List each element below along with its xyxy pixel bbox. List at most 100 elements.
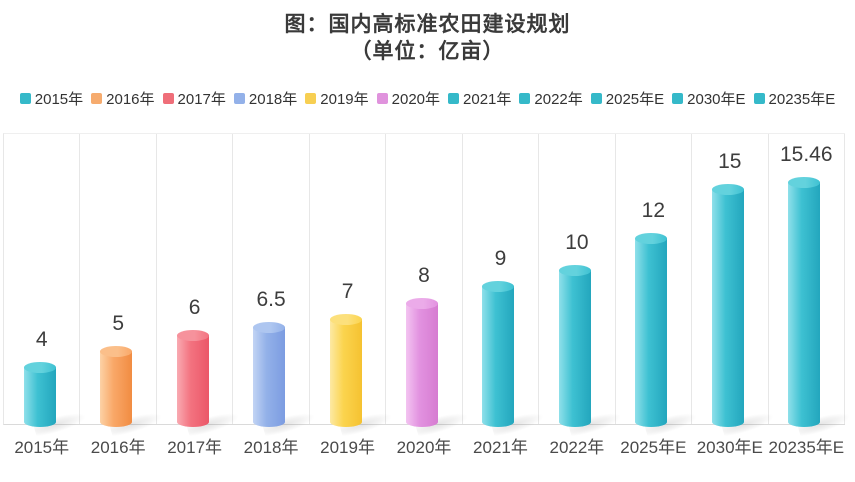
- x-axis-label-2015年: 2015年: [14, 438, 70, 457]
- legend-swatch-icon: [753, 93, 765, 104]
- value-label-20235年E: 15.46: [779, 143, 833, 166]
- value-label-2020年: 8: [418, 264, 430, 287]
- value-label-2016年: 5: [112, 312, 125, 335]
- category-band-2016年: 5 2016年: [80, 134, 164, 457]
- legend-item-20235年E: 20235年E: [753, 88, 836, 109]
- legend-swatch-icon: [590, 93, 602, 104]
- x-axis-label-2022年: 2022年: [549, 438, 605, 457]
- category-band-2015年: 4 2015年: [4, 134, 87, 457]
- category-band-2018年: 6.5 2018年: [233, 134, 317, 457]
- bar-cylinder-2021年: [482, 281, 515, 427]
- value-label-2021年: 9: [494, 247, 507, 270]
- x-axis-label-2016年: 2016年: [90, 438, 146, 457]
- legend-item-2030年E: 2030年E: [672, 88, 746, 109]
- legend-swatch-icon: [519, 93, 531, 104]
- category-band-20235年E: 15.46 20235年E: [769, 134, 852, 457]
- legend-item-2018年: 2018年: [233, 88, 298, 109]
- legend-label: 2020年: [391, 91, 441, 108]
- bar-cylinder-2015年: [23, 362, 56, 427]
- category-band-2021年: 9 2021年: [463, 134, 546, 457]
- value-label-2019年: 7: [341, 280, 354, 303]
- legend-label: 20235年E: [768, 91, 836, 108]
- bar-body: [635, 238, 668, 427]
- value-label-2017年: 6: [188, 296, 201, 319]
- x-axis-label-2020年: 2020年: [396, 438, 452, 457]
- legend-item-2016年: 2016年: [91, 88, 155, 109]
- bar-body: [558, 270, 591, 427]
- legend-item-2017年: 2017年: [162, 88, 226, 109]
- category-band-2030年E: 15 2030年E: [692, 134, 775, 457]
- bar-cylinder-2020年: [405, 298, 438, 427]
- bar-cylinder-2022年: [558, 265, 591, 427]
- bar-body: [329, 319, 362, 427]
- legend-item-2022年: 2022年: [519, 88, 583, 109]
- bar-body: [253, 327, 286, 427]
- x-axis-label-2017年: 2017年: [167, 438, 223, 457]
- value-label-2018年: 6.5: [256, 288, 286, 311]
- bar-cylinder-2030年E: [711, 184, 744, 427]
- bar-top-ellipse: [558, 265, 591, 276]
- legend-label: 2021年: [463, 91, 512, 108]
- legend-swatch-icon: [19, 93, 31, 104]
- bar-body: [711, 189, 744, 427]
- legend-label: 2018年: [248, 91, 298, 108]
- chart-subtitle: （单位：亿亩）: [350, 40, 505, 63]
- bar-top-ellipse: [329, 314, 362, 325]
- chart-title-block: 图：国内高标准农田建设规划 （单位：亿亩）: [0, 0, 855, 65]
- bar-top-ellipse: [100, 346, 133, 357]
- legend-item-2020年: 2020年: [376, 88, 441, 109]
- legend-item-2015年: 2015年: [19, 88, 84, 109]
- bar-cylinder-2025年E: [635, 233, 668, 427]
- value-label-2015年: 4: [35, 328, 48, 351]
- bar-cylinder-2018年: [253, 322, 286, 427]
- bar-top-ellipse: [176, 330, 209, 341]
- legend-swatch-icon: [448, 93, 460, 104]
- bar-top-ellipse: [788, 177, 821, 188]
- legend-label: 2015年: [34, 91, 84, 108]
- category-band-2019年: 7 2019年: [310, 134, 393, 457]
- legend-item-2019年: 2019年: [305, 88, 369, 109]
- bar-top-ellipse: [635, 233, 668, 244]
- legend-label: 2019年: [320, 91, 369, 108]
- x-axis-label-2021年: 2021年: [473, 438, 528, 457]
- bar-cylinder-20235年E: [788, 177, 821, 427]
- legend-label: 2016年: [106, 91, 155, 108]
- category-band-2022年: 10 2022年: [539, 134, 622, 457]
- value-label-2025年E: 12: [641, 199, 666, 222]
- bar-top-ellipse: [23, 362, 56, 373]
- bar-cylinder-2019年: [329, 314, 362, 427]
- value-label-2022年: 10: [565, 231, 589, 254]
- legend-label: 2022年: [534, 91, 583, 108]
- legend-swatch-icon: [91, 93, 103, 104]
- bar-top-ellipse: [405, 298, 438, 309]
- bar-top-ellipse: [253, 322, 286, 333]
- legend-label: 2030年E: [687, 91, 746, 108]
- value-label-2030年E: 15: [718, 150, 742, 173]
- legend-item-2021年: 2021年: [448, 88, 511, 109]
- bar-body: [405, 303, 438, 427]
- bar-cylinder-2016年: [100, 346, 133, 427]
- category-band-2025年E: 12 2025年E: [616, 134, 699, 457]
- plot-area: 4 2015年 5 2016年 6 2017年 6.5 2018年 7 2019年 8 2020年 9 2…: [3, 133, 852, 457]
- category-band-2017年: 6 2017年: [157, 134, 240, 457]
- x-axis-label-2025年E: 2025年E: [620, 438, 687, 457]
- chart-title: 图：国内高标准农田建设规划: [284, 13, 571, 36]
- x-axis-label-2019年: 2019年: [320, 438, 375, 457]
- category-band-2020年: 8 2020年: [386, 134, 470, 457]
- bar-body: [482, 286, 515, 427]
- x-axis-label-2030年E: 2030年E: [696, 438, 763, 457]
- bar-top-ellipse: [482, 281, 515, 292]
- bar-cylinder-2017年: [176, 330, 209, 427]
- legend-label: 2017年: [177, 91, 226, 108]
- x-axis-label-2018年: 2018年: [243, 438, 299, 457]
- bar-body: [788, 182, 821, 427]
- legend-swatch-icon: [305, 93, 317, 104]
- legend-swatch-icon: [672, 93, 684, 104]
- bar-body: [176, 335, 209, 427]
- legend-swatch-icon: [233, 93, 245, 104]
- x-axis-label-20235年E: 20235年E: [768, 438, 845, 457]
- bar-body: [100, 351, 133, 427]
- bar-body: [23, 367, 56, 427]
- legend-swatch-icon: [376, 93, 388, 104]
